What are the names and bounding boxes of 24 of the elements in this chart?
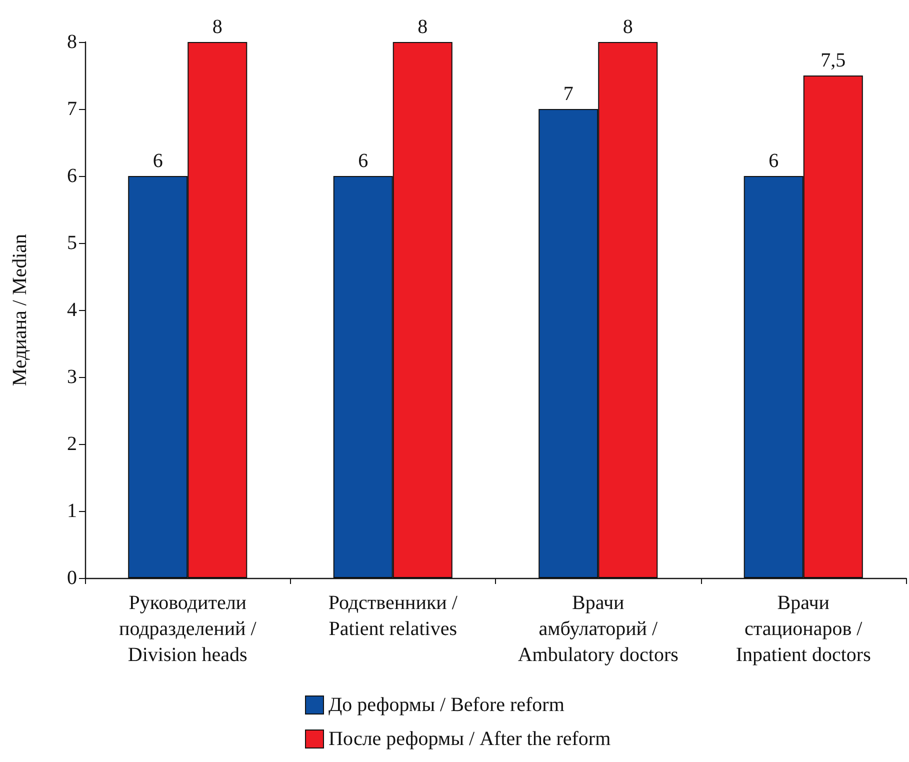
data-label: 6 <box>768 150 779 172</box>
x-tick-label: Врачи амбулаторий / Ambulatory doctors <box>518 592 679 666</box>
x-tick-label: Руководители подразделений / Division heads <box>118 592 257 666</box>
y-tick-label: 5 <box>67 232 77 254</box>
y-tick-label: 3 <box>67 366 77 388</box>
legend-label: До реформы / Before reform <box>328 694 565 716</box>
data-label: 8 <box>212 16 222 38</box>
y-axis-title: Медиана / Median <box>9 234 31 386</box>
data-label: 6 <box>358 150 368 172</box>
y-tick-label: 2 <box>67 433 77 455</box>
data-label: 8 <box>622 16 633 38</box>
y-tick-label: 0 <box>67 567 77 589</box>
y-tick-label: 6 <box>67 165 77 187</box>
data-label: 7 <box>563 83 574 105</box>
data-label: 7,5 <box>820 50 846 72</box>
data-label: 6 <box>152 150 163 172</box>
x-tick-label: Родственники / Patient relatives <box>328 592 458 640</box>
y-tick-label: 8 <box>67 31 77 53</box>
legend-label: После реформы / After the reform <box>328 728 612 750</box>
y-tick-label: 1 <box>67 500 77 522</box>
y-tick-label: 4 <box>67 299 77 321</box>
x-tick-label: Врачи стационаров / Inpatient doctors <box>736 592 872 666</box>
data-label: 8 <box>418 16 428 38</box>
y-tick-label: 7 <box>67 98 77 120</box>
